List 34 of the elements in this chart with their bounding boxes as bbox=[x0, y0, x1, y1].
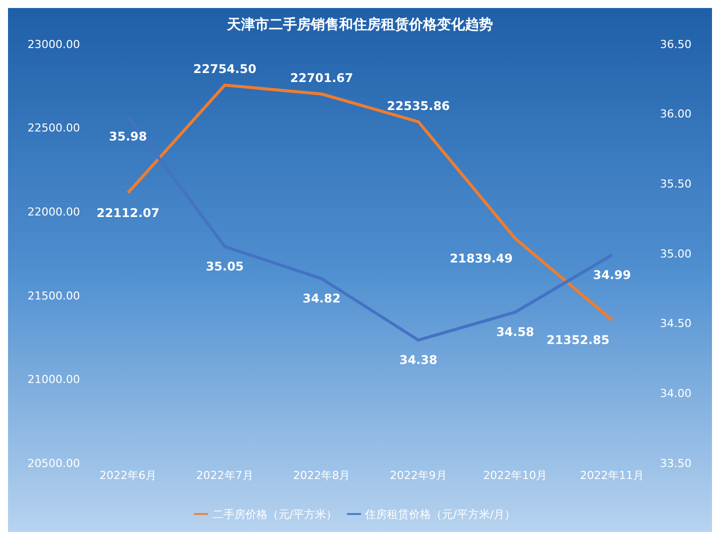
y-tick-label: 20500.00 bbox=[28, 456, 80, 470]
y2-tick-label: 36.50 bbox=[660, 38, 692, 51]
data-label: 22701.67 bbox=[290, 71, 354, 85]
data-label: 34.99 bbox=[593, 268, 631, 282]
y-tick-label: 21000.00 bbox=[28, 373, 80, 386]
chart-title: 天津市二手房销售和住房租赁价格变化趋势 bbox=[226, 16, 494, 34]
data-label: 35.05 bbox=[206, 260, 244, 274]
legend-label: 二手房价格（元/平方米） bbox=[212, 508, 338, 521]
y2-tick-label: 34.50 bbox=[660, 317, 692, 330]
y2-tick-label: 34.00 bbox=[660, 387, 692, 400]
x-tick-label: 2022年7月 bbox=[196, 468, 254, 482]
x-tick-label: 2022年9月 bbox=[390, 468, 447, 482]
data-label: 21352.85 bbox=[546, 333, 610, 348]
data-label: 22112.07 bbox=[96, 206, 160, 220]
y2-tick-label: 36.00 bbox=[660, 108, 692, 121]
y-tick-label: 21500.00 bbox=[28, 289, 80, 302]
data-label: 34.58 bbox=[496, 325, 534, 340]
data-label: 35.98 bbox=[109, 130, 147, 144]
legend-label: 住房租赁价格（元/平方米/月） bbox=[365, 508, 516, 521]
data-label: 21839.49 bbox=[450, 252, 513, 266]
data-label: 22754.50 bbox=[193, 62, 256, 76]
x-tick-label: 2022年11月 bbox=[580, 468, 644, 482]
y-tick-label: 23000.00 bbox=[28, 38, 80, 51]
data-label: 34.82 bbox=[302, 292, 341, 306]
data-label: 34.38 bbox=[399, 353, 438, 368]
y-tick-label: 22500.00 bbox=[28, 122, 80, 135]
x-tick-label: 2022年6月 bbox=[100, 468, 156, 482]
y2-tick-label: 35.00 bbox=[660, 247, 692, 260]
x-tick-label: 2022年8月 bbox=[293, 468, 350, 482]
y2-tick-label: 35.50 bbox=[660, 178, 692, 191]
y-tick-label: 22000.00 bbox=[28, 206, 80, 219]
x-tick-label: 2022年10月 bbox=[483, 468, 548, 482]
data-label: 22535.86 bbox=[386, 98, 450, 113]
y2-tick-label: 33.50 bbox=[660, 456, 692, 470]
